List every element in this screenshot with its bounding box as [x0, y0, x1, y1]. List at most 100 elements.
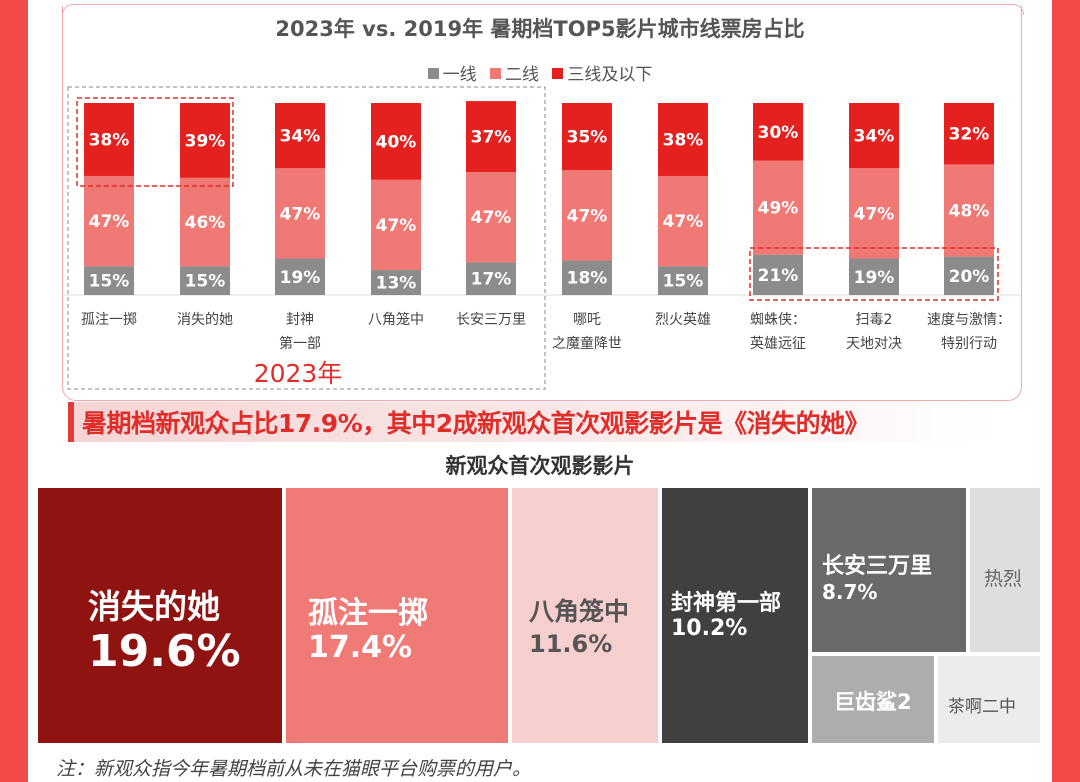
treemap-tile-name: 巨齿鲨2: [834, 690, 912, 714]
legend-label-tier3: 三线及以下: [567, 65, 653, 85]
treemap-tile-name: 长安三万里: [822, 554, 933, 579]
bar-segment: [371, 179, 421, 271]
treemap-tile-name: 封神第一部: [671, 591, 782, 616]
bar-segment: [944, 103, 994, 165]
treemap-tile: 封神第一部 10.2%: [662, 488, 808, 743]
category-label: 第一部: [279, 335, 321, 352]
group-2023-label: 2023年: [254, 359, 343, 388]
bar-segment: [466, 101, 516, 173]
data-label: 35%: [567, 128, 608, 148]
bar-segment: [84, 103, 134, 176]
data-label: 37%: [471, 128, 512, 148]
group-2023-box: [67, 86, 546, 390]
category-label: 封神: [286, 312, 314, 328]
banner-headline: 暑期档新观众占比17.9%，其中2成新观众首次观影影片是《消失的她》: [82, 409, 870, 438]
bar-segment: [180, 266, 230, 295]
right-edge-band: [1052, 0, 1080, 782]
banner-background: [68, 402, 994, 442]
bar-segment: [371, 270, 421, 295]
category-label: 消失的她: [177, 312, 233, 328]
bar-segment: [658, 175, 708, 267]
data-label: 21%: [758, 266, 799, 286]
data-label: 40%: [376, 132, 417, 152]
category-label: 速度与激情：: [927, 311, 1011, 328]
data-label: 47%: [567, 206, 608, 226]
legend-item-tier3: 三线及以下: [552, 60, 652, 85]
legend-label-tier2: 二线: [505, 65, 539, 85]
data-label: 30%: [758, 123, 799, 143]
footnote: 注：新观众指今年暑期档前从未在猫眼平台购票的用户。: [56, 758, 532, 780]
data-label: 15%: [89, 272, 130, 292]
treemap-tile-name: 热烈: [984, 568, 1023, 590]
chart-card: [62, 6, 1022, 401]
bar-segment: [944, 256, 994, 295]
bar-segment: [753, 254, 803, 295]
legend-swatch-tier1: [427, 68, 439, 79]
bar-segment: [658, 266, 708, 295]
category-label: 扫毒2: [856, 312, 893, 328]
bar-segment: [562, 170, 612, 261]
bar-segment: [84, 266, 134, 295]
stacked-bar-chart: 15% 47% 38% 孤注一掷 15% 46% 39% 消失的她 19% 47% 34% 封神第一部…: [62, 86, 1020, 390]
data-label: 46%: [185, 213, 226, 233]
treemap-tile: 茶啊二中: [938, 656, 1040, 743]
data-label: 13%: [376, 274, 417, 294]
bar-segment: [562, 103, 612, 171]
bar-segment: [753, 160, 803, 255]
bar-segment: [275, 258, 325, 295]
legend-swatch-tier3: [552, 68, 564, 79]
bar-chart-title: 2023年 vs. 2019年 暑期档TOP5影片城市线票房占比: [275, 17, 805, 41]
category-label: 之魔童降世: [552, 335, 622, 352]
bar-chart-legend: 一线 二线 三线及以下: [0, 60, 1080, 85]
bar-segment: [466, 262, 516, 295]
data-label: 34%: [280, 127, 321, 147]
data-label: 47%: [471, 208, 512, 228]
data-label: 15%: [663, 272, 704, 292]
left-edge-band: [0, 0, 28, 782]
legend-item-tier2: 二线: [490, 60, 539, 85]
bar-segment: [849, 168, 899, 259]
data-label: 34%: [854, 127, 895, 147]
treemap-tile-name: 孤注一掷: [308, 596, 428, 631]
data-label: 18%: [567, 269, 608, 289]
data-label: 49%: [758, 199, 799, 219]
data-label: 32%: [949, 125, 990, 145]
legend-label-tier1: 一线: [442, 65, 477, 85]
category-label: 长安三万里: [456, 312, 526, 328]
category-label: 烈火英雄: [655, 311, 711, 328]
bar-segment: [84, 175, 134, 267]
data-label: 20%: [949, 267, 990, 287]
treemap-tile: 消失的她 19.6%: [38, 488, 282, 743]
bar-segment: [371, 103, 421, 180]
data-label: 47%: [89, 212, 130, 232]
treemap-tile-name: 消失的她: [88, 587, 220, 626]
data-label: 38%: [89, 130, 130, 150]
data-label: 47%: [663, 212, 704, 232]
treemap-tile-value: 8.7%: [822, 580, 878, 604]
treemap-tile: 孤注一掷 17.4%: [286, 488, 508, 743]
bar-segment: [658, 103, 708, 176]
data-label: 19%: [854, 268, 895, 288]
treemap-tile: 巨齿鲨2: [812, 656, 934, 743]
category-label: 天地对决: [846, 336, 902, 352]
data-label: 47%: [280, 204, 321, 224]
legend-swatch-tier2: [490, 68, 501, 79]
treemap-title: 新观众首次观影影片: [445, 454, 635, 478]
legend-item-tier1: 一线: [427, 60, 477, 85]
treemap-tile-value: 19.6%: [88, 626, 241, 677]
category-label: 特别行动: [941, 336, 997, 352]
bar-segment: [275, 103, 325, 169]
category-label: 孤注一掷: [81, 312, 137, 328]
bar-segment: [849, 258, 899, 295]
data-label: 47%: [376, 216, 417, 236]
data-label: 39%: [185, 131, 226, 151]
data-label: 38%: [663, 130, 704, 150]
treemap-tile-value: 10.2%: [671, 616, 748, 641]
treemap-tile: 热烈: [970, 488, 1040, 652]
highlight-tier1-box: [749, 247, 999, 301]
treemap-tile: 长安三万里 8.7%: [812, 488, 966, 652]
category-label: 八角笼中: [368, 311, 424, 328]
category-label: 蜘蛛侠：: [750, 312, 806, 328]
data-label: 15%: [185, 272, 226, 292]
data-label: 17%: [471, 270, 512, 290]
